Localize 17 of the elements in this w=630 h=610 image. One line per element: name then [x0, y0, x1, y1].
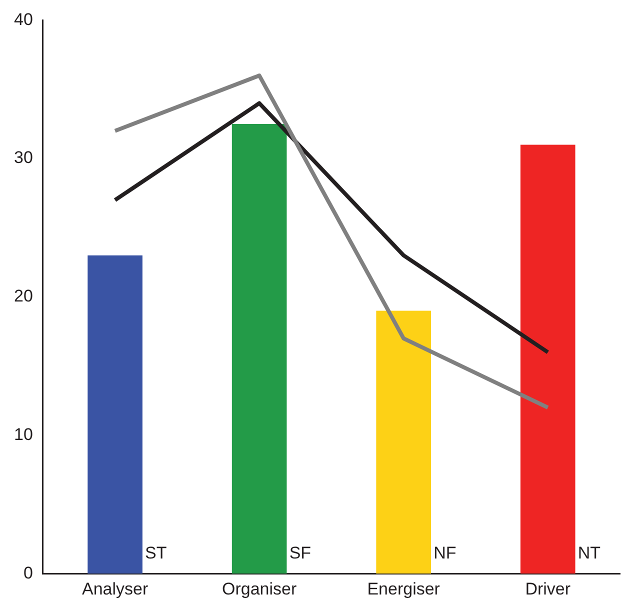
annotation: SF: [289, 543, 312, 562]
x-tick-label: Analyser: [82, 579, 148, 598]
bar: [232, 124, 287, 574]
y-tick-label: 40: [14, 10, 33, 29]
bar: [88, 255, 142, 574]
bar: [520, 144, 576, 574]
y-tick-label: 0: [23, 563, 33, 582]
annotation: NT: [578, 543, 601, 562]
y-tick-label: 10: [14, 424, 33, 444]
bar: [376, 310, 432, 574]
x-tick-label: Energiser: [367, 579, 440, 598]
x-tick-label: Organiser: [222, 579, 297, 598]
annotation: ST: [145, 543, 167, 562]
y-tick-label: 30: [14, 148, 33, 168]
annotation: NF: [434, 543, 456, 562]
y-tick-label: 20: [14, 286, 33, 306]
x-tick-label: Driver: [525, 579, 571, 598]
